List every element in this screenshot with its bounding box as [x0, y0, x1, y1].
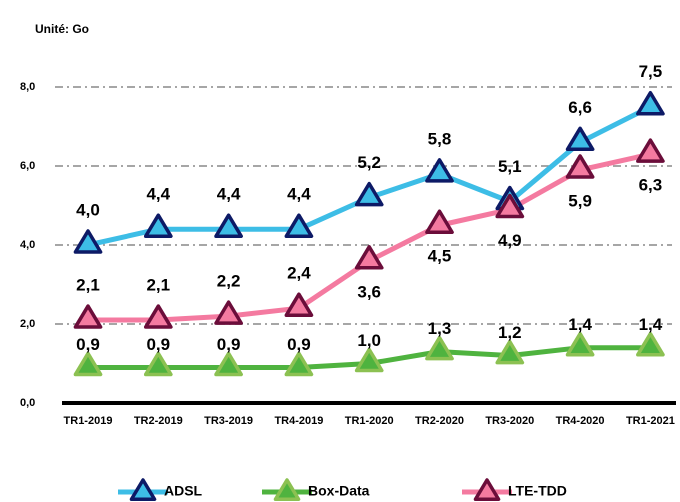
data-label: 2,1 [146, 276, 170, 295]
x-tick-label: TR2-2020 [415, 415, 464, 427]
data-label: 6,3 [639, 176, 663, 195]
marker [565, 331, 595, 357]
marker [636, 91, 665, 116]
data-label: 0,9 [217, 335, 241, 354]
data-label: 2,2 [217, 272, 241, 291]
marker [143, 351, 173, 377]
marker [284, 213, 314, 238]
marker [354, 245, 384, 270]
legend-label: Box-Data [308, 483, 370, 499]
marker [565, 154, 595, 179]
marker [73, 351, 103, 377]
y-tick-label: 0,0 [20, 397, 35, 409]
y-tick-label: 8,0 [20, 81, 35, 93]
marker [354, 347, 384, 373]
marker [143, 213, 173, 238]
legend-marker [129, 478, 157, 501]
marker [214, 300, 243, 325]
marker [143, 304, 173, 329]
x-tick-label: TR1-2021 [626, 415, 675, 427]
marker [73, 304, 103, 329]
marker [284, 351, 314, 377]
data-label: 5,9 [568, 191, 592, 210]
legend-marker [273, 478, 301, 501]
data-label: 4,4 [217, 185, 241, 204]
data-label: 4,5 [428, 247, 452, 266]
marker [425, 209, 454, 234]
marker [636, 138, 665, 163]
chart-subtitle: Unité: Go [35, 22, 89, 36]
y-tick-label: 6,0 [20, 160, 35, 172]
data-label: 2,1 [76, 276, 100, 295]
marker [425, 335, 454, 361]
data-label: 1,3 [428, 319, 452, 338]
marker [214, 213, 243, 238]
data-label: 0,9 [287, 335, 311, 354]
x-tick-label: TR4-2020 [556, 415, 605, 427]
marker [284, 292, 314, 317]
legend-label: LTE-TDD [508, 483, 567, 499]
data-label: 7,5 [639, 62, 663, 81]
x-tick-label: TR1-2020 [345, 415, 394, 427]
data-label: 4,0 [76, 200, 100, 219]
marker [495, 193, 525, 219]
x-tick-label: TR3-2019 [204, 415, 253, 427]
marker [354, 181, 384, 207]
marker [73, 229, 103, 254]
data-label: 4,4 [287, 185, 311, 204]
marker [214, 351, 243, 377]
data-label: 4,4 [146, 185, 170, 204]
data-label: 4,9 [498, 231, 522, 250]
x-tick-label: TR2-2019 [134, 415, 183, 427]
legend-marker [473, 478, 501, 501]
data-label: 0,9 [76, 335, 100, 354]
marker [565, 126, 595, 152]
data-label: 1,0 [357, 331, 381, 350]
marker [425, 158, 454, 183]
data-label: 5,1 [498, 157, 522, 176]
x-tick-label: TR1-2019 [64, 415, 113, 427]
data-label: 1,4 [568, 315, 592, 334]
data-label: 2,4 [287, 264, 311, 283]
marker [495, 339, 525, 365]
data-label: 1,2 [498, 323, 522, 342]
legend-label: ADSL [164, 483, 203, 499]
data-label: 5,8 [428, 129, 452, 148]
data-label: 5,2 [357, 153, 381, 172]
y-tick-label: 4,0 [20, 239, 35, 251]
x-tick-label: TR4-2019 [274, 415, 323, 427]
data-label: 6,6 [568, 98, 592, 117]
data-label: 1,4 [639, 315, 663, 334]
data-label: 3,6 [357, 282, 381, 301]
y-tick-label: 2,0 [20, 318, 35, 330]
x-tick-label: TR3-2020 [485, 415, 534, 427]
marker [636, 331, 665, 357]
data-label: 0,9 [146, 335, 170, 354]
